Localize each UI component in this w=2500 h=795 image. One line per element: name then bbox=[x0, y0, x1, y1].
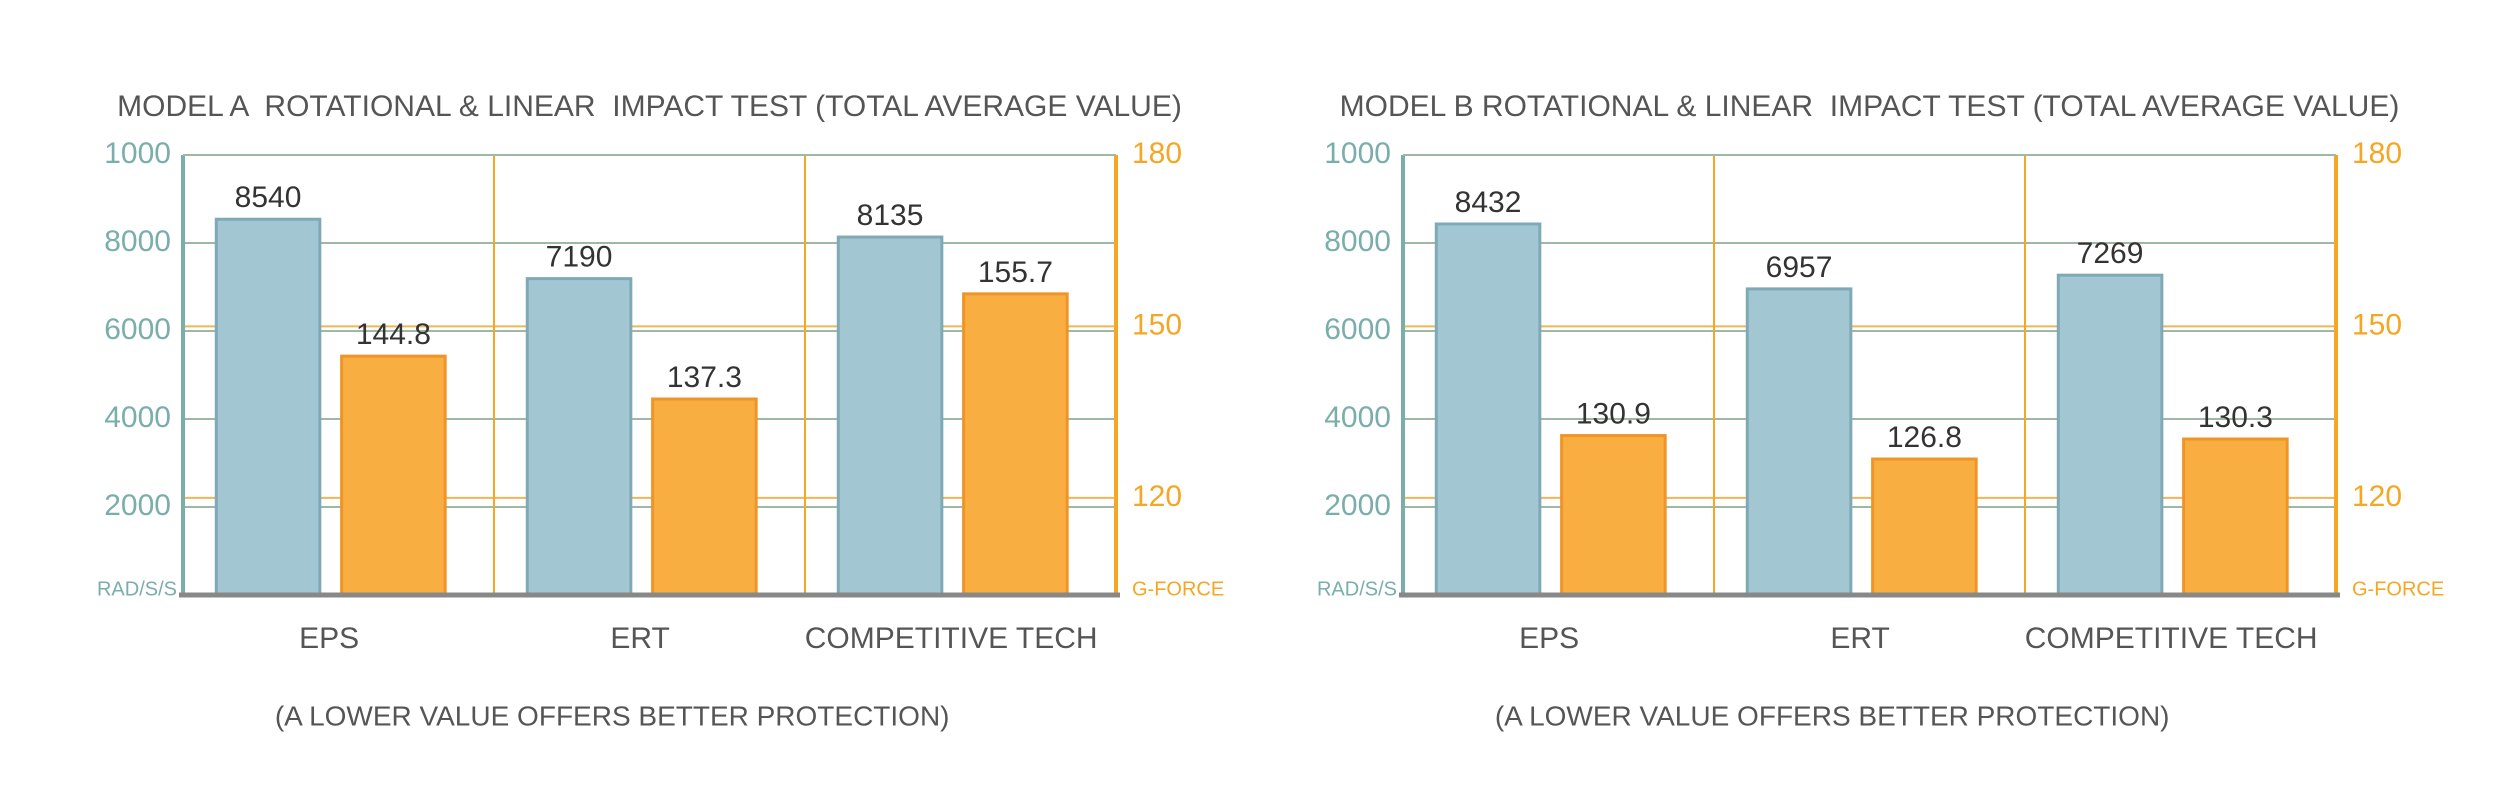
y-tick-label: 1000 bbox=[1324, 137, 1391, 170]
x-tick-label: EPS bbox=[1519, 622, 1579, 655]
y-tick-label: 6000 bbox=[104, 313, 171, 346]
value-label: 8432 bbox=[1455, 186, 1522, 219]
bar bbox=[525, 277, 633, 597]
x-tick-label: COMPETITIVE TECH bbox=[2025, 622, 2318, 655]
y-tick-label: 8000 bbox=[1324, 225, 1391, 258]
value-label: 137.3 bbox=[667, 361, 742, 394]
bar bbox=[2056, 273, 2164, 597]
y-tick-label: 6000 bbox=[1324, 313, 1391, 346]
y2-tick-label: 150 bbox=[2352, 308, 2402, 341]
y-axis-label: RAD/S/S bbox=[97, 578, 177, 600]
y-tick-label: 8000 bbox=[104, 225, 171, 258]
bar bbox=[651, 397, 758, 597]
note: (A LOWER VALUE OFFERS BETTER PROTECTION) bbox=[275, 700, 950, 731]
value-label: 155.7 bbox=[978, 256, 1053, 289]
value-label: 8135 bbox=[857, 199, 924, 232]
y2-tick-label: 180 bbox=[1132, 137, 1182, 170]
value-label: 7269 bbox=[2077, 237, 2144, 270]
note: (A LOWER VALUE OFFERS BETTER PROTECTION) bbox=[1495, 700, 2170, 731]
value-label: 8540 bbox=[235, 181, 302, 214]
value-label: 144.8 bbox=[356, 318, 431, 351]
y2-tick-label: 180 bbox=[2352, 137, 2402, 170]
chart-title: MODEL A ROTATIONAL & LINEAR IMPACT TEST … bbox=[117, 90, 1182, 123]
y-tick-label: 4000 bbox=[1324, 401, 1391, 434]
bar bbox=[1745, 287, 1853, 597]
value-label: 7190 bbox=[546, 241, 613, 274]
bar bbox=[214, 217, 322, 597]
bar bbox=[1560, 434, 1667, 597]
x-tick-label: COMPETITIVE TECH bbox=[805, 622, 1098, 655]
y2-tick-label: 120 bbox=[2352, 480, 2402, 513]
bar bbox=[340, 354, 447, 597]
x-tick-label: ERT bbox=[1830, 622, 1889, 655]
y2-axis-label: G-FORCE bbox=[1132, 578, 1224, 600]
y-tick-label: 1000 bbox=[104, 137, 171, 170]
y2-axis-label: G-FORCE bbox=[2352, 578, 2444, 600]
bar bbox=[962, 292, 1069, 597]
chart-title: MODEL B ROTATIONAL & LINEAR IMPACT TEST … bbox=[1340, 90, 2400, 123]
y-axis-label: RAD/S/S bbox=[1317, 578, 1397, 600]
bar bbox=[2182, 437, 2289, 597]
value-label: 6957 bbox=[1766, 251, 1833, 284]
bar bbox=[1871, 457, 1978, 597]
bar bbox=[836, 235, 944, 597]
bar bbox=[1434, 222, 1542, 597]
x-tick-label: EPS bbox=[299, 622, 359, 655]
y-tick-label: 2000 bbox=[104, 489, 171, 522]
value-label: 130.3 bbox=[2198, 401, 2273, 434]
y2-tick-label: 120 bbox=[1132, 480, 1182, 513]
y-tick-label: 4000 bbox=[104, 401, 171, 434]
y-tick-label: 2000 bbox=[1324, 489, 1391, 522]
value-label: 126.8 bbox=[1887, 421, 1962, 454]
y2-tick-label: 150 bbox=[1132, 308, 1182, 341]
value-label: 130.9 bbox=[1576, 397, 1651, 430]
x-tick-label: ERT bbox=[610, 622, 669, 655]
